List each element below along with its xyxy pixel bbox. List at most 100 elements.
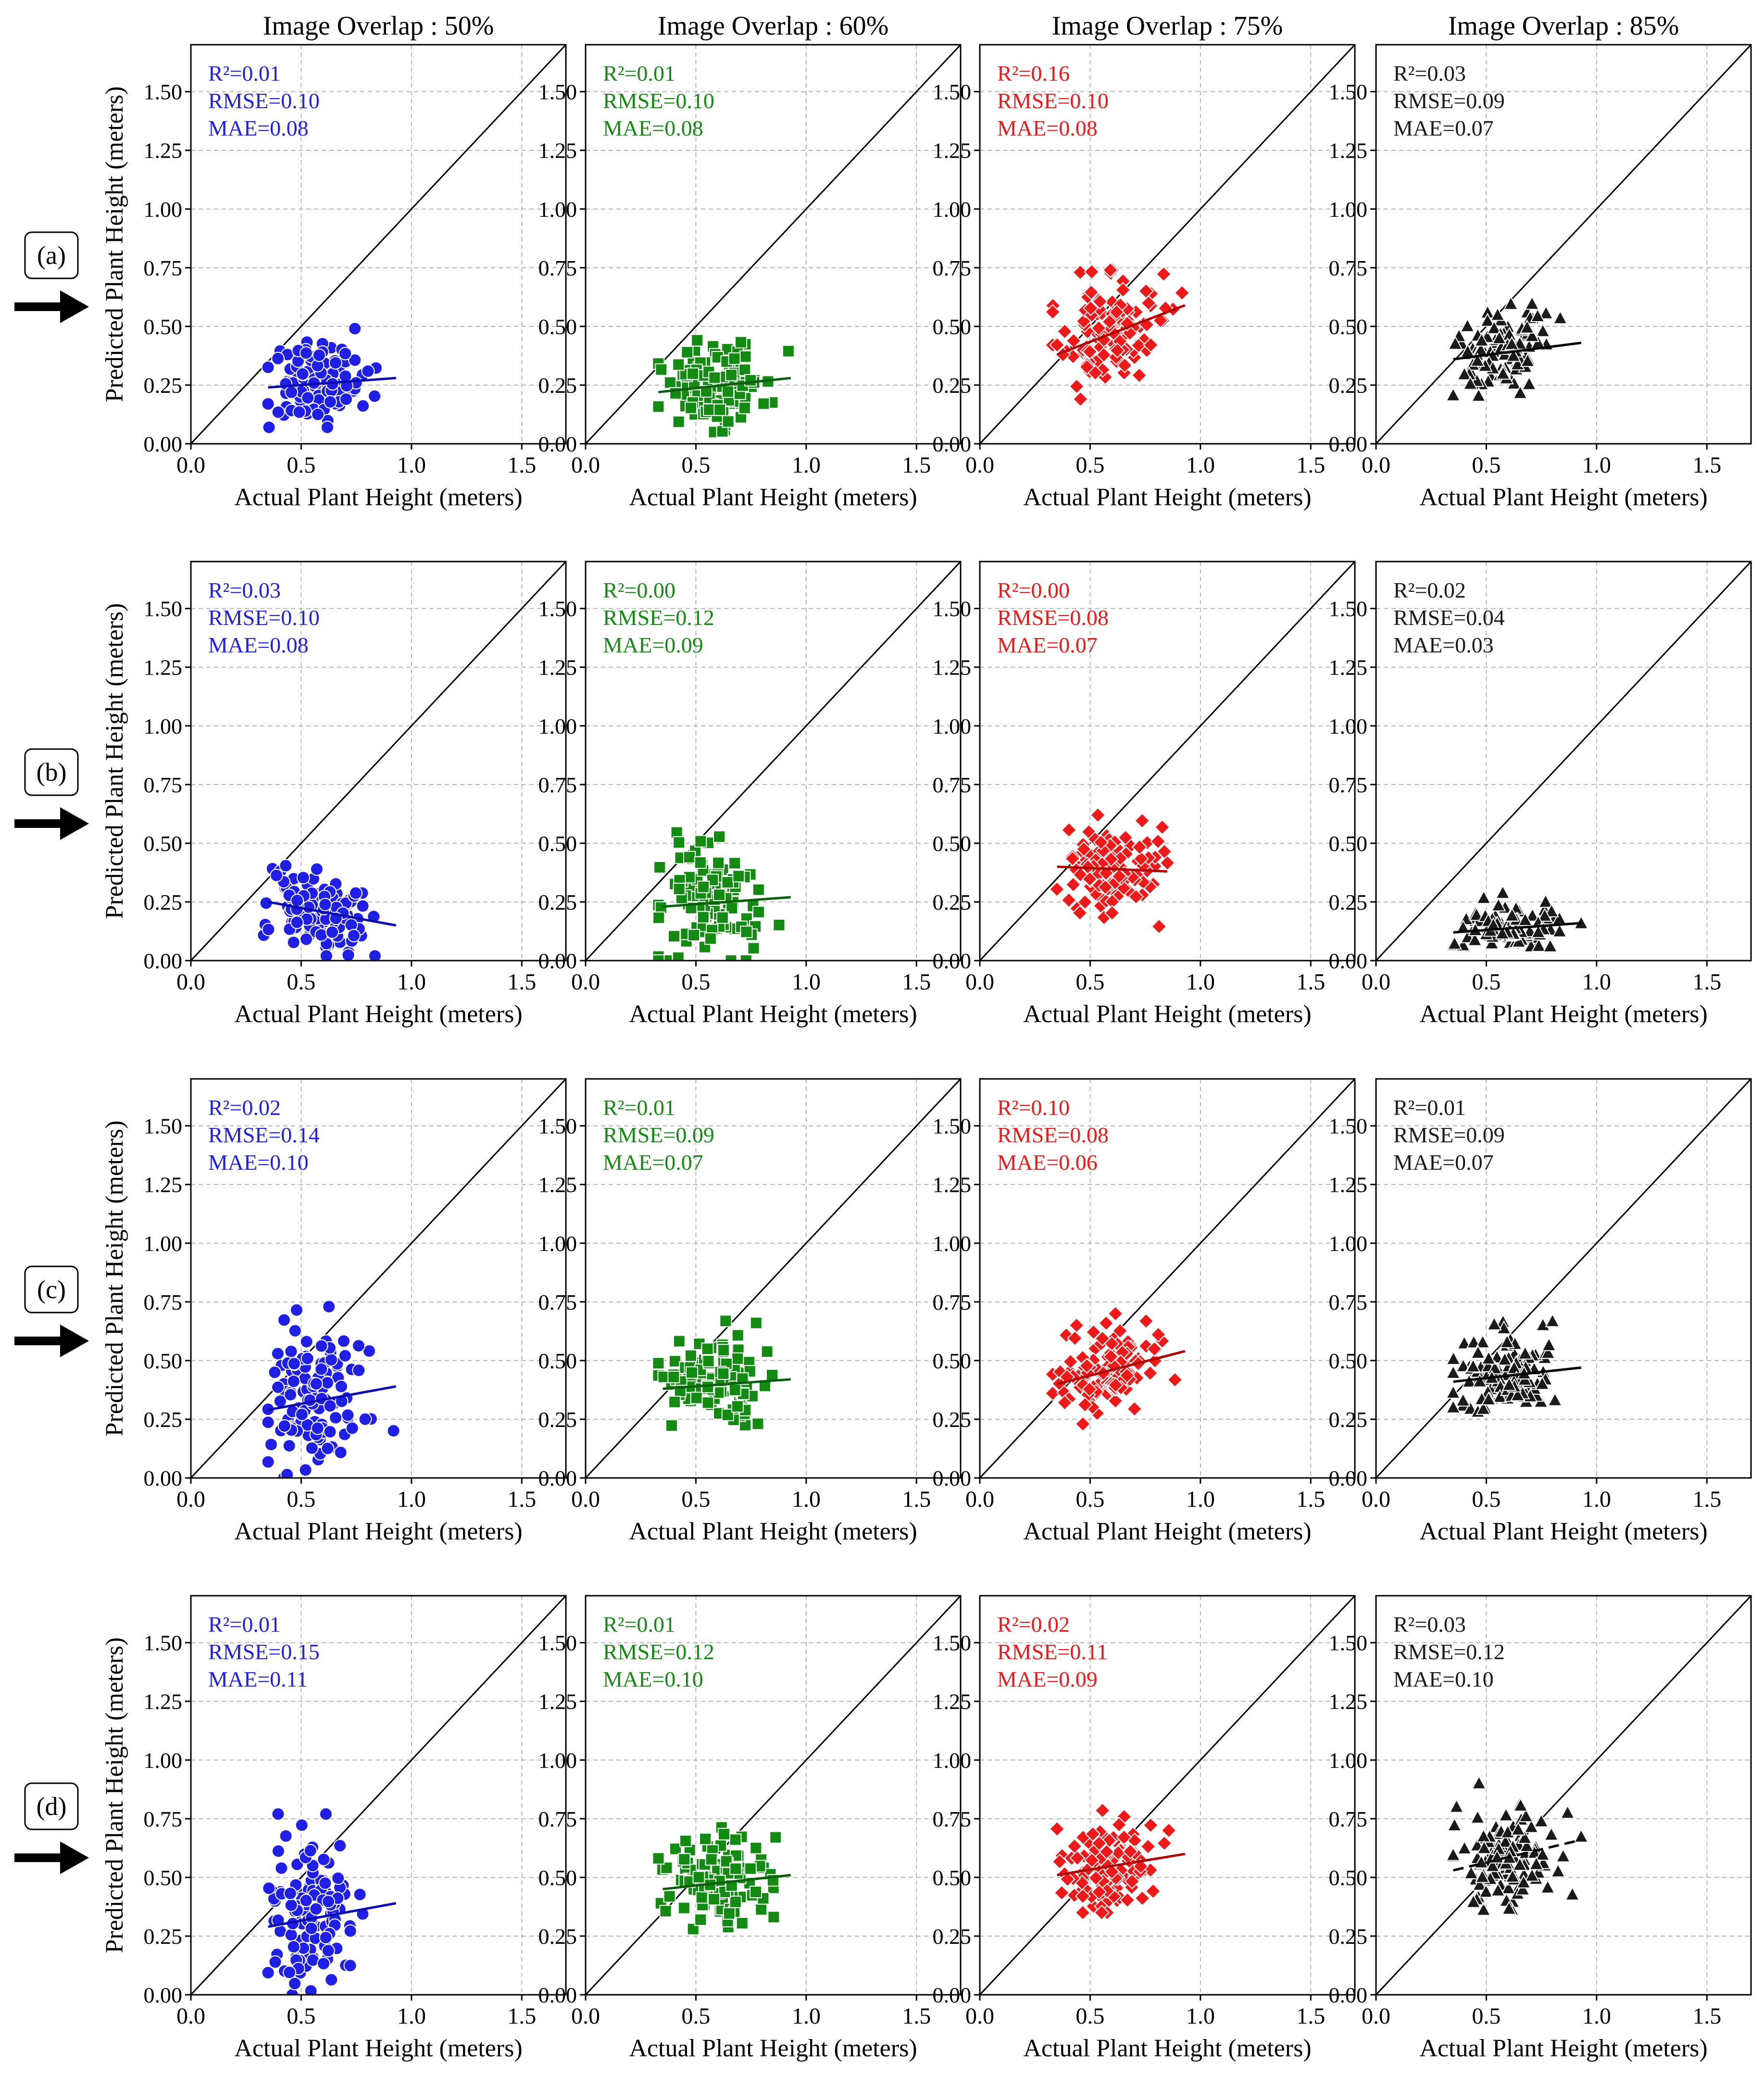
- y-tick-label: 1.00: [1329, 1231, 1368, 1256]
- x-tick-label: 1.0: [1186, 2003, 1215, 2029]
- data-point: [729, 1833, 742, 1846]
- x-tick-label: 1.5: [1296, 1487, 1325, 1512]
- scatter-panel: 0.0 0.5 1.0 1.5 0.00 0.25 0.50 0.75 1.00 1.25 1.50…: [933, 561, 1356, 1028]
- stats-annotation: R²=0.10: [997, 1095, 1070, 1120]
- data-point: [1535, 1317, 1551, 1331]
- x-tick-label: 0.0: [176, 1487, 205, 1512]
- x-tick-label: 0.0: [176, 452, 205, 478]
- data-point: [362, 1344, 376, 1358]
- data-point: [1475, 1334, 1490, 1349]
- data-point: [701, 1396, 714, 1409]
- fit-line: [1057, 865, 1168, 873]
- data-point: [299, 932, 313, 946]
- data-point: [356, 899, 370, 913]
- scatter-panel: 0.0 0.5 1.0 1.5 0.00 0.25 0.50 0.75 1.00 1.25 1.50…: [933, 1595, 1356, 2062]
- data-point: [1055, 347, 1071, 363]
- fit-line: [1453, 1366, 1581, 1383]
- y-tick-label: 0.00: [933, 949, 972, 973]
- stats-annotation: R²=0.02: [208, 1095, 281, 1120]
- data-point: [694, 1913, 707, 1926]
- data-point: [1094, 1904, 1110, 1921]
- y-tick-label: 1.00: [1329, 1748, 1368, 1773]
- data-point: [295, 1818, 309, 1832]
- data-point: [1167, 1372, 1183, 1388]
- data-point: [716, 911, 729, 924]
- data-point: [343, 1959, 357, 1973]
- data-point: [321, 1441, 335, 1455]
- data-point: [1150, 833, 1166, 850]
- y-axis-label: Predicted Plant Height (meters): [101, 86, 128, 402]
- data-point: [1470, 352, 1485, 367]
- data-point: [295, 1407, 309, 1421]
- data-point: [319, 1930, 333, 1944]
- data-point: [1472, 1373, 1488, 1388]
- data-point: [1521, 376, 1537, 390]
- data-point: [1506, 348, 1521, 362]
- fit-line: [1453, 1839, 1582, 1872]
- stats-annotation: MAE=0.10: [1393, 1667, 1494, 1691]
- data-point: [271, 1380, 285, 1394]
- reference-line: [980, 45, 1355, 444]
- data-point: [1504, 907, 1520, 922]
- data-point: [1501, 326, 1517, 341]
- data-point: [1551, 1863, 1566, 1877]
- data-point: [712, 856, 725, 869]
- stats-annotation: MAE=0.10: [603, 1667, 703, 1691]
- data-point: [1083, 284, 1100, 300]
- data-point: [713, 830, 726, 843]
- data-point: [1119, 1892, 1136, 1908]
- stats-annotation: RMSE=0.09: [1393, 1123, 1505, 1147]
- data-point: [1445, 387, 1461, 401]
- data-point: [361, 364, 375, 378]
- y-tick-label: 1.50: [933, 1631, 972, 1655]
- data-point: [744, 1862, 757, 1875]
- data-point: [351, 1339, 365, 1353]
- data-point: [1516, 1874, 1531, 1889]
- x-tick-label: 1.5: [507, 1487, 536, 1512]
- y-axis-label: Predicted Plant Height (meters): [101, 1637, 128, 1953]
- data-point: [1119, 315, 1136, 332]
- data-point: [1065, 876, 1081, 893]
- reference-line: [1376, 1079, 1751, 1478]
- data-point: [694, 856, 707, 869]
- data-point: [1448, 336, 1463, 350]
- data-point: [1119, 1367, 1135, 1384]
- data-point: [673, 836, 686, 849]
- data-point: [1495, 885, 1511, 899]
- data-point: [678, 1853, 691, 1866]
- data-point: [271, 405, 285, 419]
- data-point: [1517, 912, 1533, 926]
- data-point: [697, 911, 710, 924]
- x-axis-label: Actual Plant Height (meters): [629, 484, 917, 511]
- scatter-panel: 0.0 0.5 1.0 1.5 0.00 0.25 0.50 0.75 1.00 1.25 1.50…: [933, 44, 1356, 511]
- data-point: [288, 1324, 302, 1338]
- data-point: [1512, 1857, 1527, 1871]
- data-point: [1081, 1381, 1098, 1398]
- y-tick-label: 1.00: [144, 714, 183, 738]
- fit-line: [1057, 1852, 1186, 1877]
- data-point: [739, 350, 752, 363]
- data-point: [292, 405, 306, 419]
- y-tick-label: 1.25: [933, 1173, 972, 1197]
- data-point: [1513, 1797, 1528, 1812]
- data-point: [1044, 304, 1061, 320]
- data-point: [1455, 919, 1471, 934]
- data-point: [769, 1831, 782, 1844]
- data-point: [279, 1829, 293, 1843]
- data-point: [684, 1349, 697, 1362]
- x-tick-label: 1.5: [902, 1487, 931, 1512]
- data-point: [652, 954, 665, 961]
- arrow-icon: [14, 1841, 89, 1874]
- data-point: [1472, 1877, 1488, 1891]
- data-point: [296, 367, 310, 381]
- data-point: [314, 1362, 328, 1376]
- data-point: [1084, 1852, 1100, 1868]
- data-point: [1485, 1858, 1501, 1872]
- y-tick-label: 0.25: [933, 890, 972, 914]
- y-tick-label: 0.50: [538, 314, 577, 339]
- x-tick-label: 0.5: [681, 2003, 710, 2029]
- x-tick-label: 0.5: [287, 969, 315, 995]
- data-point: [387, 1424, 400, 1438]
- data-point: [719, 1314, 732, 1327]
- axes-frame: [979, 1595, 1356, 1996]
